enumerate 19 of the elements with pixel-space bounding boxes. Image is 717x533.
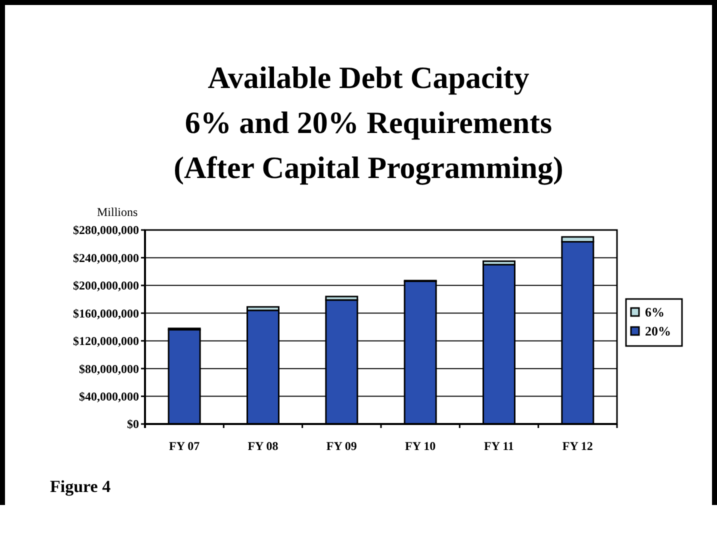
chart-title: Available Debt Capacity 6% and 20% Requirements (After Capital Programming) xyxy=(174,60,564,185)
x-tick-label: FY 07 xyxy=(169,439,200,453)
y-tick-label: $200,000,000 xyxy=(73,278,139,293)
x-tick-label: FY 12 xyxy=(562,439,593,453)
x-tick-label: FY 11 xyxy=(484,439,514,453)
legend-label: 6% xyxy=(645,304,664,320)
y-tick-label: $80,000,000 xyxy=(79,362,139,376)
y-tick-label: $160,000,000 xyxy=(73,306,139,320)
y-tick-label: $280,000,000 xyxy=(73,223,139,238)
y-tick-label: $40,000,000 xyxy=(79,389,139,404)
legend-label: 20% xyxy=(645,324,671,339)
caption: Figure 4 xyxy=(50,477,112,496)
x-tick-label: FY 10 xyxy=(405,439,436,453)
x-tick-label: FY 09 xyxy=(326,439,357,453)
x-tick-label: FY 08 xyxy=(248,439,278,453)
text: Millions xyxy=(97,205,138,219)
y-tick-label: $120,000,000 xyxy=(73,334,139,348)
y-tick-label: $0 xyxy=(127,417,139,432)
y-tick-label: $240,000,000 xyxy=(73,250,139,265)
